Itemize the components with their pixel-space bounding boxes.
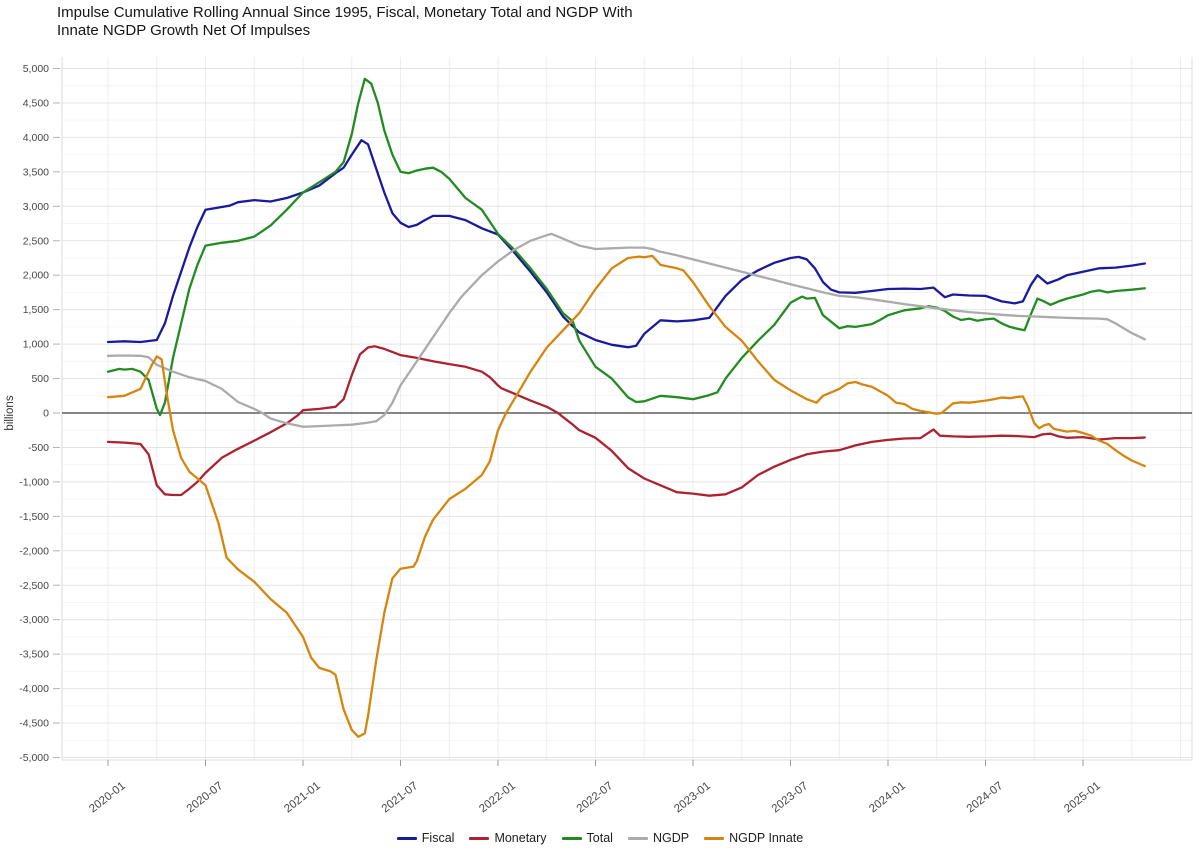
y-tick-label: -4,000 (19, 683, 49, 695)
legend-label-ngdp: NGDP (652, 831, 690, 845)
x-tick-label: 2024-01 (867, 780, 908, 815)
y-tick-label: 3,500 (23, 166, 49, 178)
x-tick-label: 2020-01 (87, 780, 128, 815)
y-tick-label: -4,500 (19, 718, 49, 730)
legend-swatch-ngdp-innate (704, 836, 725, 840)
legend-swatch-monetary (469, 836, 490, 840)
x-tick-label: 2024-07 (965, 780, 1006, 815)
y-tick-label: -1,500 (19, 511, 49, 523)
legend-item-monetary: Monetary (469, 831, 547, 845)
y-tick-label: 0 (43, 408, 49, 420)
y-tick-label: 2,000 (23, 270, 49, 282)
y-tick-label: 4,500 (23, 97, 49, 109)
chart-title: Impulse Cumulative Rolling Annual Since … (57, 4, 633, 39)
legend-label-ngdp-innate: NGDP Innate (729, 831, 804, 845)
y-tick-label: 1,500 (23, 304, 49, 316)
y-tick-label: 1,000 (23, 339, 49, 351)
legend-item-fiscal: Fiscal (396, 831, 455, 845)
series-line-monetary (106, 345, 1146, 497)
series-line-total (106, 77, 1146, 417)
y-tick-label: -5,000 (19, 752, 49, 764)
chart-legend: Fiscal Monetary Total NGDP NGDP Innate (0, 831, 1200, 845)
y-tick-label: 5,000 (23, 63, 49, 75)
legend-item-ngdp: NGDP (627, 831, 690, 845)
y-tick-label: -3,000 (19, 614, 49, 626)
series-line-ngdp-innate (106, 254, 1146, 738)
y-tick-label: -3,500 (19, 649, 49, 661)
legend-item-ngdp-innate: NGDP Innate (704, 831, 803, 845)
chart-title-line2: Innate NGDP Growth Net Of Impulses (57, 21, 311, 39)
y-axis-title: billions (4, 395, 16, 430)
legend-label-total: Total (586, 831, 613, 845)
x-tick-label: 2020-07 (185, 780, 226, 815)
y-tick-label: -500 (28, 442, 49, 454)
y-tick-label: 4,000 (23, 132, 49, 144)
grid-layer (61, 57, 1193, 761)
y-tick-label: 500 (31, 373, 49, 385)
x-tick-label: 2021-07 (380, 780, 421, 815)
series-line-fiscal (106, 139, 1146, 349)
legend-swatch-total (561, 836, 582, 840)
y-tick-label: 2,500 (23, 235, 49, 247)
y-tick-label: -2,000 (19, 545, 49, 557)
x-tick-label: 2023-01 (672, 780, 713, 815)
y-tick-label: 3,000 (23, 201, 49, 213)
legend-swatch-fiscal (396, 836, 417, 840)
chart-title-line1: Impulse Cumulative Rolling Annual Since … (57, 4, 633, 21)
legend-label-fiscal: Fiscal (421, 831, 455, 845)
x-tick-label: 2022-07 (575, 780, 616, 815)
x-tick-label: 2023-07 (770, 780, 811, 815)
legend-item-total: Total (561, 831, 613, 845)
x-tick-label: 2022-01 (477, 780, 518, 815)
axes-layer: -5,000 -4,500 -4,000 -3,500 -3,000 -2,500 -2,0… (19, 63, 1103, 815)
series-line-ngdp (106, 232, 1146, 428)
x-tick-label: 2021-01 (282, 780, 323, 815)
y-tick-label: -2,500 (19, 580, 49, 592)
line-chart-plot: -5,000 -4,500 -4,000 -3,500 -3,000 -2,500 -2,0… (4, 57, 1193, 815)
legend-swatch-ngdp (627, 836, 648, 840)
legend-label-monetary: Monetary (494, 831, 547, 845)
y-tick-label: -1,000 (19, 476, 49, 488)
series-layer (106, 77, 1146, 738)
x-tick-label: 2025-01 (1062, 780, 1103, 815)
